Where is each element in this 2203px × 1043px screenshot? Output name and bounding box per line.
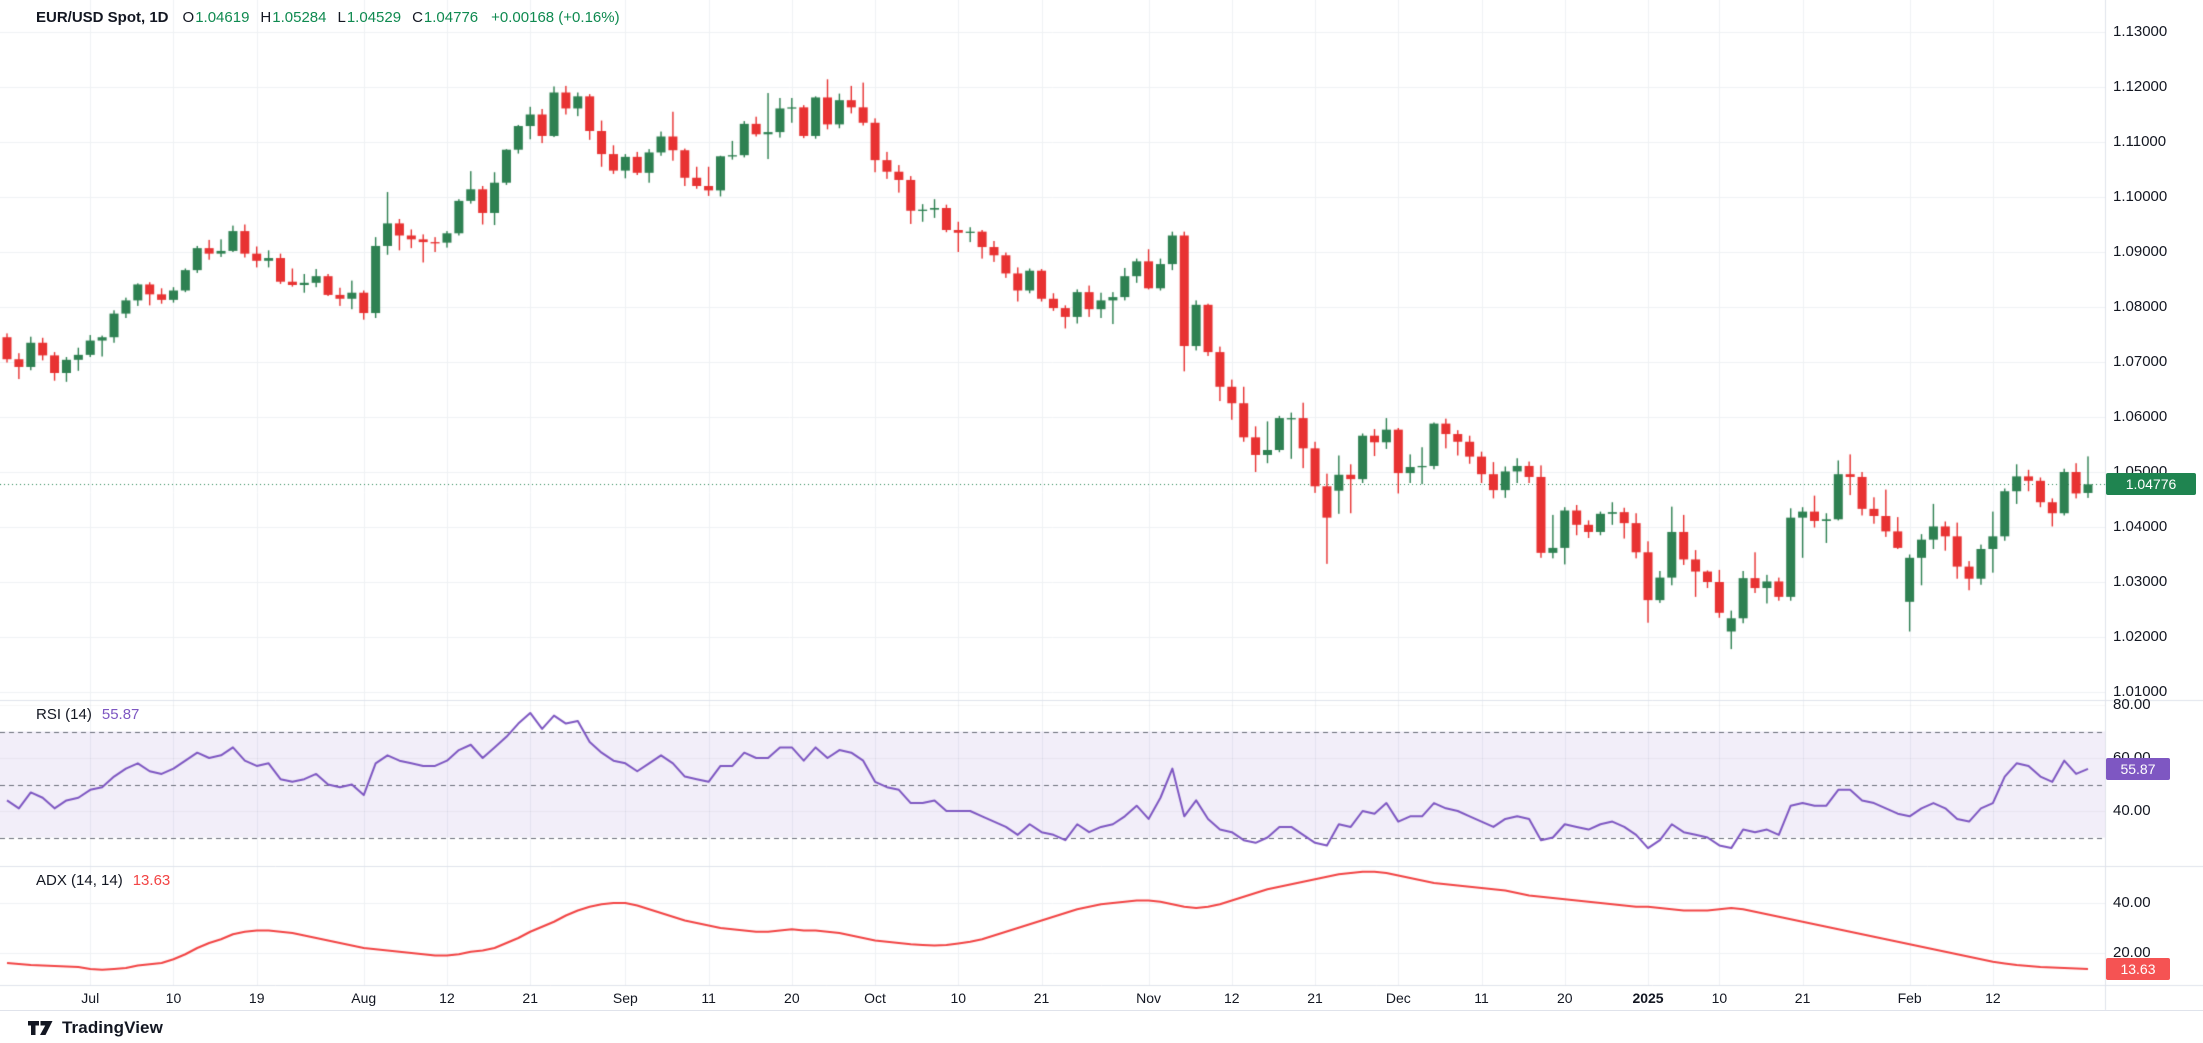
rsi-tick-label: 40.00 [2113, 802, 2151, 819]
time-tick-label: Nov [1136, 990, 1162, 1006]
rsi-value: 55.87 [101, 706, 140, 723]
footer-bar: TradingView [0, 1010, 2203, 1043]
time-tick-label: 12 [1985, 990, 2001, 1006]
adx-value-badge: 13.63 [2106, 958, 2170, 980]
time-tick-label: 2025 [1632, 990, 1664, 1006]
adx-tick-label: 20.00 [2113, 944, 2151, 961]
low-value: 1.04529 [346, 9, 402, 26]
tradingview-icon [28, 1020, 53, 1035]
last-price-badge: 1.04776 [2106, 473, 2196, 495]
price-tick-label: 1.11000 [2113, 133, 2167, 150]
time-axis[interactable] [0, 985, 2105, 1010]
time-tick-label: Sep [612, 990, 638, 1006]
tradingview-logo-link[interactable]: TradingView [28, 1018, 163, 1038]
tradingview-wordmark: TradingView [62, 1017, 163, 1037]
time-tick-label: 10 [950, 990, 967, 1006]
price-tick-label: 1.03000 [2113, 573, 2168, 590]
time-tick-label: 11 [701, 990, 716, 1006]
price-tick-label: 1.10000 [2113, 188, 2168, 205]
time-tick-label: Feb [1897, 990, 1922, 1006]
time-tick-label: Aug [351, 990, 377, 1006]
adx-value: 13.63 [132, 872, 171, 889]
adx-tick-label: 40.00 [2113, 894, 2151, 911]
open-value: 1.04619 [195, 9, 250, 26]
price-tick-label: 1.06000 [2113, 408, 2168, 425]
time-tick-label: 20 [1556, 990, 1573, 1006]
rsi-name: RSI (14) [36, 706, 92, 723]
high-value: 1.05284 [272, 9, 327, 26]
rsi-legend: RSI (14) 55.87 [36, 706, 139, 723]
price-tick-label: 1.01000 [2113, 683, 2168, 700]
time-tick-label: 10 [165, 990, 182, 1006]
time-tick-label: Jul [81, 990, 100, 1006]
time-tick-label: 21 [522, 990, 539, 1006]
low-label: L [337, 9, 346, 26]
ohlc-low: L1.04529 [338, 9, 402, 26]
price-tick-label: 1.09000 [2113, 243, 2168, 260]
close-label: C [412, 9, 423, 26]
time-tick-label: 21 [1794, 990, 1811, 1006]
price-tick-label: 1.02000 [2113, 628, 2168, 645]
time-tick-label: 10 [1711, 990, 1728, 1006]
price-tick-label: 1.08000 [2113, 298, 2168, 315]
adx-name: ADX (14, 14) [36, 872, 123, 889]
price-tick-label: 1.12000 [2113, 78, 2168, 95]
time-tick-label: Dec [1385, 990, 1411, 1006]
time-tick-label: 21 [1033, 990, 1050, 1006]
ohlc-high: H1.05284 [260, 9, 326, 26]
price-tick-label: 1.13000 [2113, 23, 2168, 40]
time-tick-label: 20 [784, 990, 800, 1006]
time-tick-label: 21 [1307, 990, 1323, 1006]
time-tick-label: 12 [439, 990, 455, 1006]
close-value: 1.04776 [423, 9, 479, 26]
time-tick-label: Oct [864, 990, 886, 1006]
main-legend: EUR/USD Spot, 1D O1.04619 H1.05284 L1.04… [36, 9, 620, 26]
time-tick-label: 12 [1224, 990, 1240, 1006]
ohlc-open: O1.04619 [183, 9, 250, 26]
ohlc-close: C1.04776 [412, 9, 478, 26]
rsi-tick-label: 80.00 [2113, 696, 2151, 713]
symbol-title: EUR/USD Spot, 1D [36, 9, 169, 26]
change-value: +0.00168 (+0.16%) [491, 9, 620, 26]
adx-legend: ADX (14, 14) 13.63 [36, 872, 170, 889]
high-label: H [260, 9, 272, 26]
price-tick-label: 1.07000 [2113, 353, 2168, 370]
time-tick-label: 11 [1474, 990, 1489, 1006]
time-tick-label: 19 [248, 990, 265, 1006]
open-label: O [182, 9, 195, 26]
rsi-value-badge: 55.87 [2106, 758, 2170, 780]
price-tick-label: 1.04000 [2113, 518, 2168, 535]
